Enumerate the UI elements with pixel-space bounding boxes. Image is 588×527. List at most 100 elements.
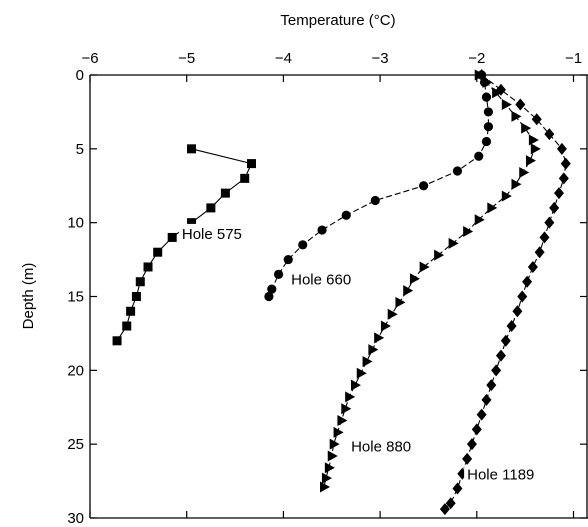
data-point-diamond <box>515 98 526 111</box>
data-point-square <box>246 159 256 169</box>
x-axis: −6 −5 −4 −3 −2 −1 <box>81 50 582 518</box>
data-point-diamond <box>466 438 477 451</box>
series-1 <box>112 144 256 346</box>
data-point-square <box>240 173 250 183</box>
x-axis-label: Temperature (°C) <box>280 12 395 29</box>
data-point-diamond <box>534 246 545 259</box>
data-point-circle <box>483 122 493 132</box>
data-point-diamond <box>476 69 487 81</box>
data-point-triangle <box>341 403 352 415</box>
data-point-circle <box>283 254 293 265</box>
data-point-triangle <box>511 178 522 190</box>
data-point-diamond <box>506 320 517 333</box>
series-4 <box>439 69 571 516</box>
data-point-square <box>220 188 230 198</box>
data-point-circle <box>452 166 463 176</box>
data-point-triangle <box>528 134 539 146</box>
data-point-triangle <box>403 285 414 297</box>
data-point-diamond <box>527 260 538 273</box>
plot-frame <box>89 74 588 519</box>
data-point-triangle <box>374 332 385 344</box>
series-layer <box>112 69 571 516</box>
data-point-triangle <box>362 355 373 367</box>
data-point-diamond <box>452 482 463 495</box>
data-point-diamond <box>553 187 564 200</box>
data-point-triangle <box>501 99 512 111</box>
data-point-diamond <box>531 113 542 126</box>
data-point-diamond <box>512 305 523 318</box>
data-point-circle <box>370 195 380 206</box>
x-tick-label: −6 <box>81 50 98 67</box>
series-line <box>116 148 253 342</box>
data-point-triangle <box>329 438 340 450</box>
data-point-triangle <box>387 308 398 320</box>
data-point-diamond <box>560 157 571 170</box>
data-point-square <box>167 232 177 242</box>
data-point-diamond <box>486 379 497 392</box>
y-tick-label: 15 <box>67 289 84 306</box>
annotation-bg <box>288 269 362 290</box>
x-tick-label: −3 <box>372 50 389 67</box>
data-point-circle <box>481 92 492 102</box>
series-label-2: Hole 660 <box>291 272 351 289</box>
data-point-square <box>187 218 197 228</box>
y-tick-label: 30 <box>67 510 84 527</box>
data-point-diamond <box>445 497 456 510</box>
data-point-square <box>122 321 132 331</box>
series-label-1: Hole 575 <box>182 226 242 243</box>
y-axis-label: Depth (m) <box>20 263 37 330</box>
data-point-diamond <box>556 142 567 155</box>
data-point-diamond <box>544 216 555 229</box>
data-point-triangle <box>350 379 361 391</box>
data-point-triangle <box>324 462 335 474</box>
data-point-diamond <box>462 452 473 465</box>
data-point-triangle <box>337 415 348 427</box>
data-point-triangle <box>333 426 344 438</box>
data-point-diamond <box>549 201 560 214</box>
data-point-circle <box>264 291 274 302</box>
series-line <box>444 74 567 510</box>
data-point-square <box>153 247 163 257</box>
data-point-circle <box>419 181 429 191</box>
data-point-circle <box>317 225 327 235</box>
data-point-triangle <box>327 450 338 462</box>
data-point-diamond <box>491 364 502 377</box>
data-point-diamond <box>439 503 450 516</box>
data-point-triangle <box>482 76 493 88</box>
data-point-triangle <box>356 367 367 379</box>
data-point-triangle <box>380 320 391 332</box>
data-point-triangle <box>511 110 522 122</box>
data-point-triangle <box>519 166 530 178</box>
data-point-diamond <box>558 172 569 185</box>
data-point-diamond <box>495 83 506 96</box>
data-point-square <box>131 292 141 301</box>
series-2 <box>264 70 493 302</box>
data-point-triangle <box>448 237 459 249</box>
data-point-circle <box>273 269 284 279</box>
data-point-square <box>135 277 145 287</box>
data-point-diamond <box>544 128 555 141</box>
data-point-triangle <box>474 214 485 226</box>
data-point-triangle <box>463 226 474 238</box>
y-tick-label: 5 <box>76 141 84 158</box>
series-label-3: Hole 880 <box>351 439 411 456</box>
data-point-circle <box>341 210 351 220</box>
data-point-circle <box>298 240 308 250</box>
annotation-bg <box>348 436 422 457</box>
data-point-diamond <box>517 290 528 303</box>
data-point-triangle <box>487 202 498 214</box>
data-point-diamond <box>481 393 492 406</box>
data-point-diamond <box>495 349 506 362</box>
annotation-layer: Hole 575 Hole 660 Hole 880 Hole 1189 <box>178 223 546 485</box>
data-point-square <box>112 336 122 346</box>
data-point-triangle <box>345 391 356 403</box>
data-point-diamond <box>471 423 482 436</box>
x-tick-label: −1 <box>565 50 582 67</box>
data-point-triangle <box>395 296 406 308</box>
data-point-diamond <box>476 408 487 421</box>
series-3 <box>320 69 541 493</box>
data-point-triangle <box>409 273 420 285</box>
data-point-square <box>126 306 136 316</box>
data-point-triangle <box>434 249 445 261</box>
